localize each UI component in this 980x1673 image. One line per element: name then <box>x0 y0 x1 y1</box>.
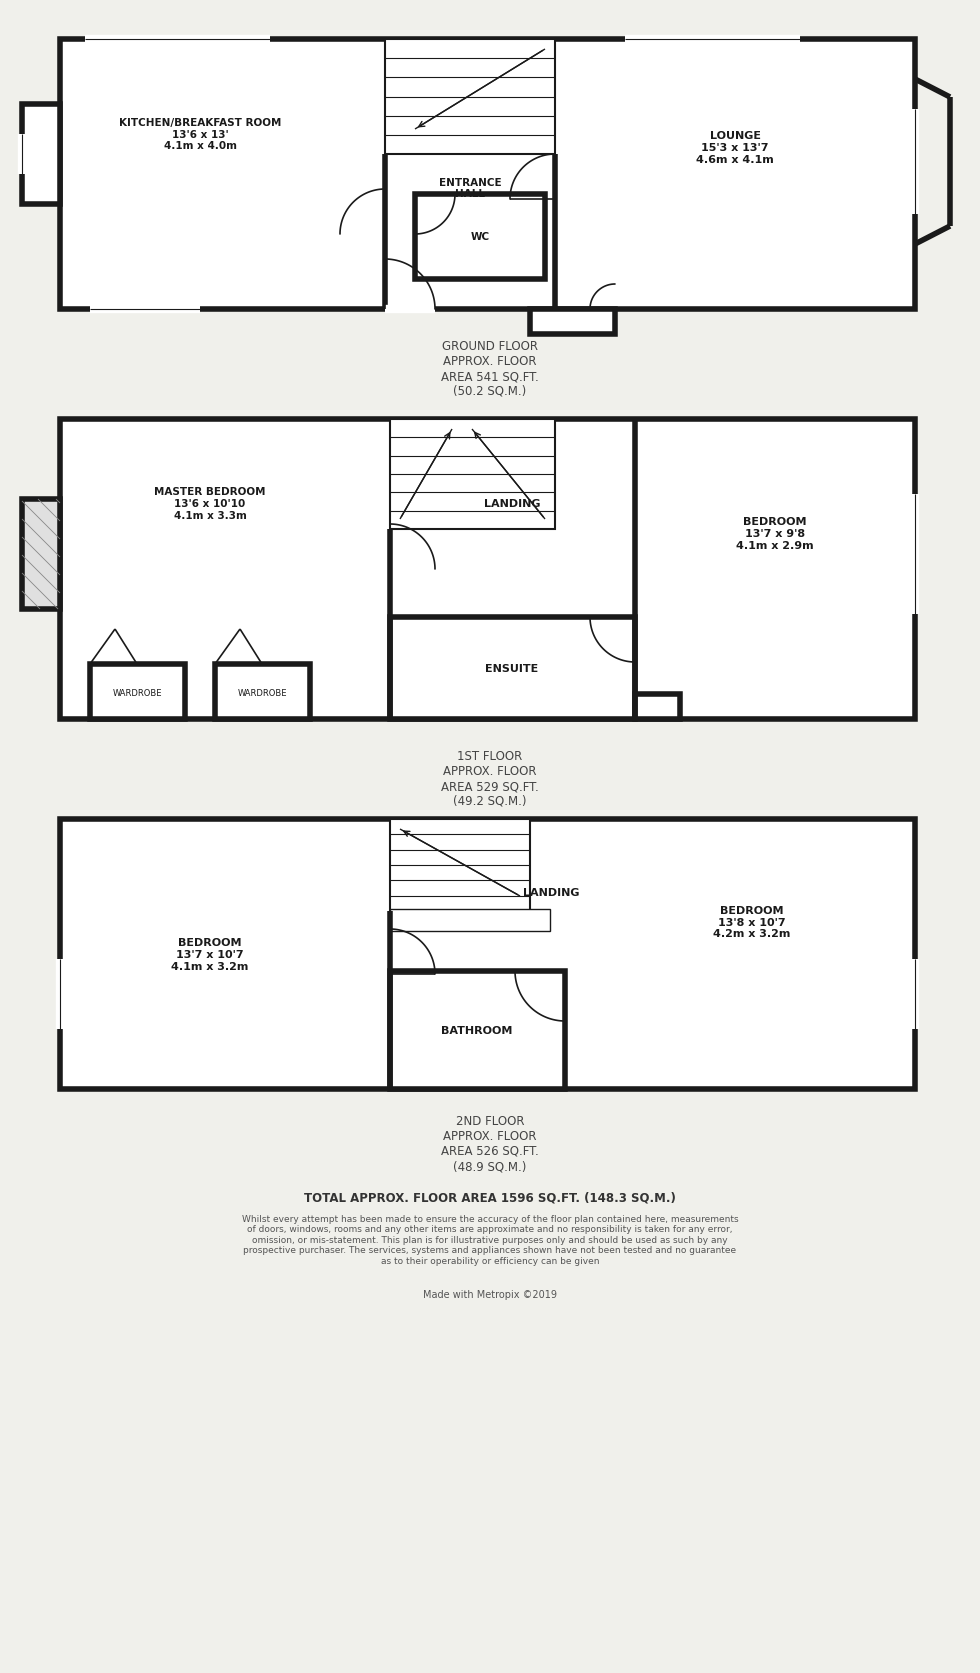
Bar <box>635 694 680 719</box>
Bar <box>530 310 615 335</box>
Text: Made with Metropix ©2019: Made with Metropix ©2019 <box>423 1290 557 1300</box>
Bar <box>390 420 555 530</box>
Text: BEDROOM
13'7 x 9'8
4.1m x 2.9m: BEDROOM 13'7 x 9'8 4.1m x 2.9m <box>736 517 813 550</box>
Text: WARDROBE: WARDROBE <box>113 688 162 698</box>
Text: 2ND FLOOR
APPROX. FLOOR
AREA 526 SQ.FT.
(48.9 SQ.M.): 2ND FLOOR APPROX. FLOOR AREA 526 SQ.FT. … <box>441 1114 539 1173</box>
Text: BEDROOM
13'8 x 10'7
4.2m x 3.2m: BEDROOM 13'8 x 10'7 4.2m x 3.2m <box>713 905 791 939</box>
Text: LANDING: LANDING <box>484 499 540 509</box>
Text: ENTRANCE
HALL: ENTRANCE HALL <box>439 177 502 199</box>
Bar <box>215 664 310 719</box>
Text: GROUND FLOOR
APPROX. FLOOR
AREA 541 SQ.FT.
(50.2 SQ.M.): GROUND FLOOR APPROX. FLOOR AREA 541 SQ.F… <box>441 340 539 398</box>
Bar <box>390 972 565 1089</box>
Text: LANDING: LANDING <box>523 887 579 897</box>
Text: MASTER BEDROOM
13'6 x 10'10
4.1m x 3.3m: MASTER BEDROOM 13'6 x 10'10 4.1m x 3.3m <box>154 487 266 520</box>
Bar <box>22 105 60 204</box>
Text: ENSUITE: ENSUITE <box>485 664 539 674</box>
Text: BATHROOM: BATHROOM <box>441 1026 513 1036</box>
Bar <box>90 664 185 719</box>
Bar <box>415 194 545 279</box>
Bar <box>60 40 915 310</box>
Bar <box>60 420 915 719</box>
Bar <box>60 820 915 1089</box>
Text: LOUNGE
15'3 x 13'7
4.6m x 4.1m: LOUNGE 15'3 x 13'7 4.6m x 4.1m <box>696 130 774 164</box>
Text: Whilst every attempt has been made to ensure the accuracy of the floor plan cont: Whilst every attempt has been made to en… <box>242 1215 738 1265</box>
Bar <box>390 910 550 932</box>
Bar <box>390 820 530 912</box>
Text: WARDROBE: WARDROBE <box>237 688 287 698</box>
Bar <box>22 500 60 609</box>
Bar <box>385 40 555 156</box>
Text: TOTAL APPROX. FLOOR AREA 1596 SQ.FT. (148.3 SQ.M.): TOTAL APPROX. FLOOR AREA 1596 SQ.FT. (14… <box>304 1191 676 1205</box>
Text: KITCHEN/BREAKFAST ROOM
13'6 x 13'
4.1m x 4.0m: KITCHEN/BREAKFAST ROOM 13'6 x 13' 4.1m x… <box>119 117 281 151</box>
Text: 1ST FLOOR
APPROX. FLOOR
AREA 529 SQ.FT.
(49.2 SQ.M.): 1ST FLOOR APPROX. FLOOR AREA 529 SQ.FT. … <box>441 750 539 808</box>
Text: WC: WC <box>470 233 490 243</box>
Bar <box>390 617 635 719</box>
Text: BEDROOM
13'7 x 10'7
4.1m x 3.2m: BEDROOM 13'7 x 10'7 4.1m x 3.2m <box>172 939 249 970</box>
